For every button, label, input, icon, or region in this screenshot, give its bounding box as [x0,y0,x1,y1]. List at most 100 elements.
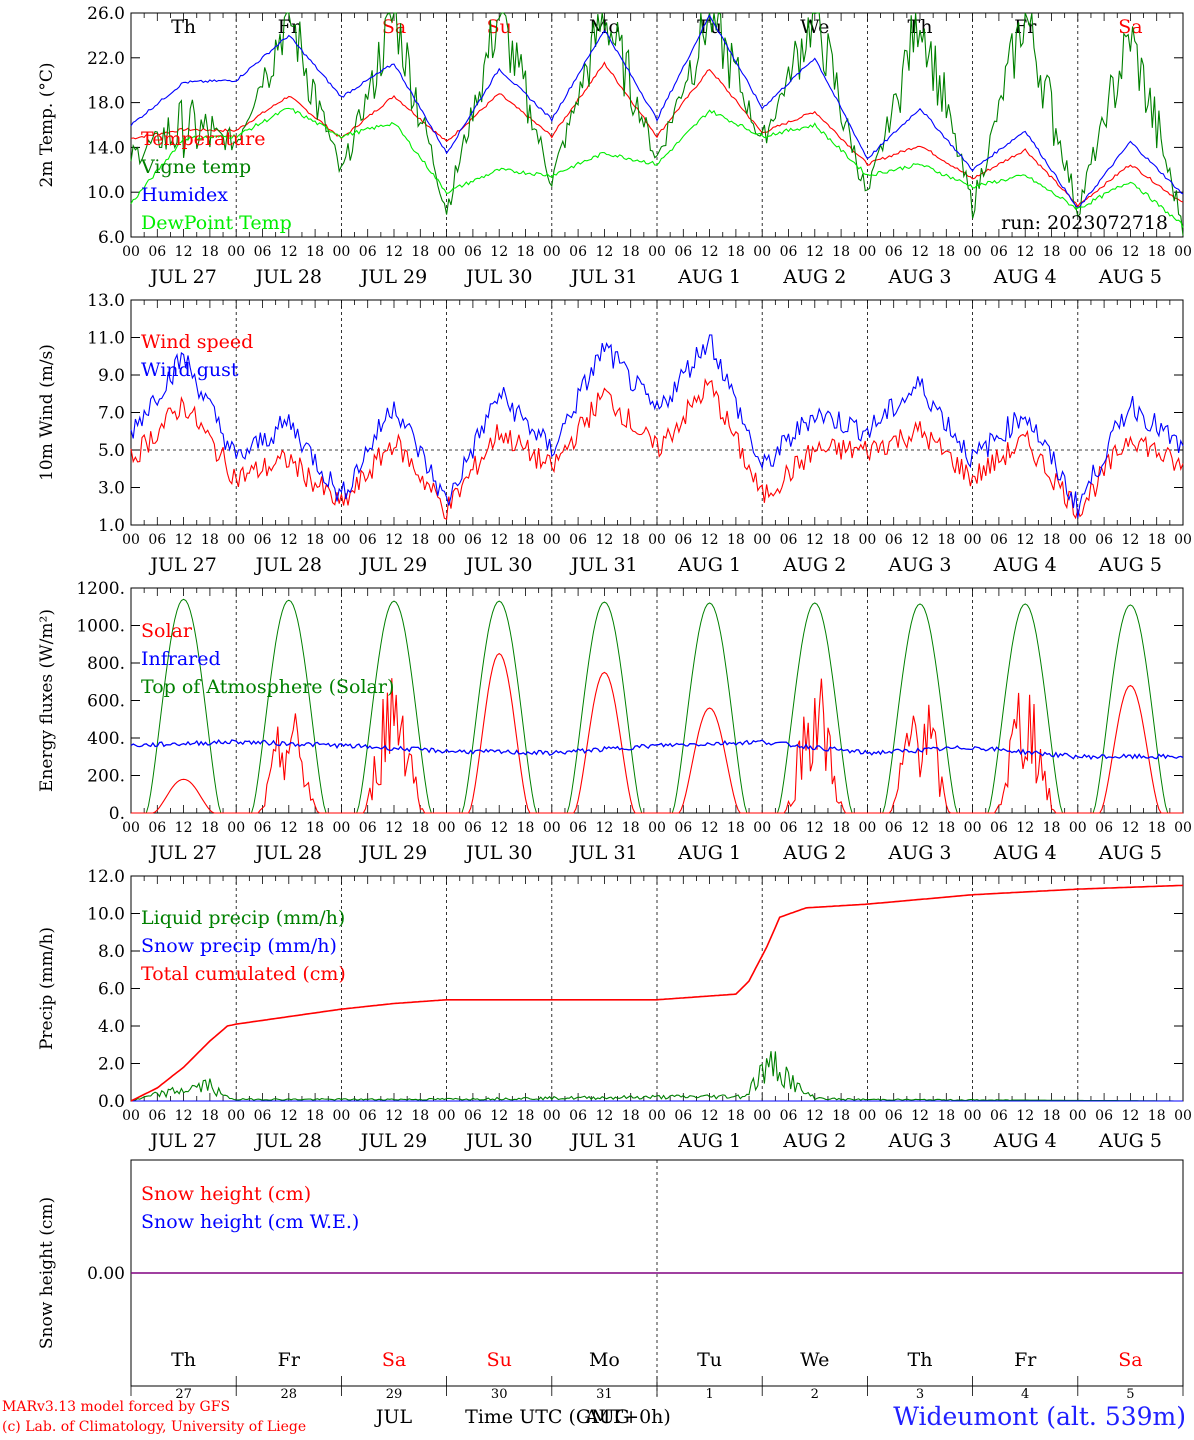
temp-hour-label: 06 [990,244,1008,260]
wind-hour-label: 06 [569,532,587,548]
wind-hour-label: 00 [753,532,771,548]
precip-hour-label: 06 [359,1108,377,1124]
energy-hour-label: 00 [1174,820,1192,836]
precip-hour-label: 00 [332,1108,350,1124]
wind-date-label: JUL 31 [569,554,637,576]
temp-hour-label: 12 [806,244,824,260]
energy-date-label: JUL 29 [359,842,427,864]
precip-hour-label: 00 [543,1108,561,1124]
energy-date-label: JUL 30 [464,842,532,864]
wind-date-label: AUG 2 [782,554,846,576]
precip-hour-label: 06 [990,1108,1008,1124]
temp-hour-label: 06 [148,244,166,260]
wind-date-label: AUG 4 [993,554,1057,576]
precip-date-label: AUG 4 [993,1130,1057,1152]
precip-hour-label: 12 [490,1108,508,1124]
temp-hour-label: 18 [1148,244,1166,260]
temp-ytick-label: 26.0 [87,4,125,24]
temp-hour-label: 18 [411,244,429,260]
precip-date-label: JUL 31 [569,1130,637,1152]
snow-day-number: 28 [281,1387,298,1402]
energy-hour-label: 18 [622,820,640,836]
temp-date-label: AUG 3 [887,266,951,288]
energy-hour-label: 06 [569,820,587,836]
wind-hour-label: 18 [517,532,535,548]
temp-legend-2: Humidex [141,184,228,206]
precip-hour-label: 06 [674,1108,692,1124]
energy-ytick-label: 400. [87,729,125,749]
energy-legend-2: Top of Atmosphere (Solar) [141,676,394,698]
energy-hour-label: 00 [332,820,350,836]
wind-ylabel: 10m Wind (m/s) [37,344,57,481]
wind-ytick-label: 3.0 [98,479,125,499]
precip-date-label: JUL 30 [464,1130,532,1152]
snow-day-number: 3 [916,1387,924,1402]
temp-date-label: JUL 29 [359,266,427,288]
energy-hour-label: 18 [517,820,535,836]
energy-date-label: AUG 5 [1098,842,1162,864]
energy-date-label: JUL 27 [148,842,216,864]
temp-hour-label: 06 [1095,244,1113,260]
energy-ytick-label: 200. [87,767,125,787]
snow-day-name: Tu [697,1349,722,1371]
wind-hour-label: 00 [122,532,140,548]
temp-day-name: Sa [1118,16,1142,38]
temp-day-name: Su [487,16,512,38]
energy-ytick-label: 600. [87,692,125,712]
snow-day-number: 1 [705,1387,713,1402]
station-name: Wideumont (alt. 539m) [893,1402,1186,1431]
temp-hour-label: 12 [1121,244,1139,260]
temp-hour-label: 00 [1174,244,1192,260]
snow-day-name: Th [908,1349,933,1371]
energy-hour-label: 00 [227,820,245,836]
temp-hour-label: 18 [201,244,219,260]
wind-hour-label: 00 [1174,532,1192,548]
wind-date-label: AUG 3 [887,554,951,576]
precip-hour-label: 18 [517,1108,535,1124]
precip-date-label: AUG 2 [782,1130,846,1152]
energy-hour-label: 00 [858,820,876,836]
temp-hour-label: 18 [517,244,535,260]
wind-hour-label: 06 [464,532,482,548]
temp-hour-label: 00 [227,244,245,260]
temp-hour-label: 18 [832,244,850,260]
temp-series-line-0 [130,61,1184,208]
energy-series-line-solar [131,652,1183,814]
temp-hour-label: 18 [306,244,324,260]
wind-legend-0: Wind speed [141,331,253,353]
wind-hour-label: 00 [1069,532,1087,548]
temp-ytick-label: 6.0 [98,228,125,248]
wind-hour-label: 12 [1016,532,1034,548]
energy-hour-label: 00 [648,820,666,836]
energy-hour-label: 00 [543,820,561,836]
precip-hour-label: 00 [438,1108,456,1124]
wind-ytick-label: 13.0 [87,291,125,311]
precip-hour-label: 00 [122,1108,140,1124]
temp-date-label: JUL 27 [148,266,216,288]
wind-hour-label: 12 [490,532,508,548]
precip-hour-label: 12 [911,1108,929,1124]
temp-date-label: AUG 4 [993,266,1057,288]
energy-ytick-label: 1000. [76,617,125,637]
temp-hour-label: 12 [280,244,298,260]
wind-hour-label: 12 [280,532,298,548]
temp-ytick-label: 18.0 [87,94,125,114]
energy-hour-label: 06 [990,820,1008,836]
precip-hour-label: 18 [937,1108,955,1124]
energy-hour-label: 12 [280,820,298,836]
energy-hour-label: 12 [1016,820,1034,836]
temp-hour-label: 00 [1069,244,1087,260]
snow-day-name: We [800,1349,829,1371]
temp-hour-label: 06 [569,244,587,260]
snow-day-number: 27 [175,1387,192,1402]
energy-hour-label: 12 [701,820,719,836]
temp-day-name: We [800,16,829,38]
energy-hour-label: 12 [595,820,613,836]
temp-hour-label: 12 [1016,244,1034,260]
snow-day-name: Fr [278,1349,301,1371]
energy-hour-label: 12 [385,820,403,836]
wind-hour-label: 18 [1148,532,1166,548]
wind-ytick-label: 11.0 [87,329,125,349]
precip-hour-label: 06 [885,1108,903,1124]
temp-series-line-1 [130,12,1184,236]
